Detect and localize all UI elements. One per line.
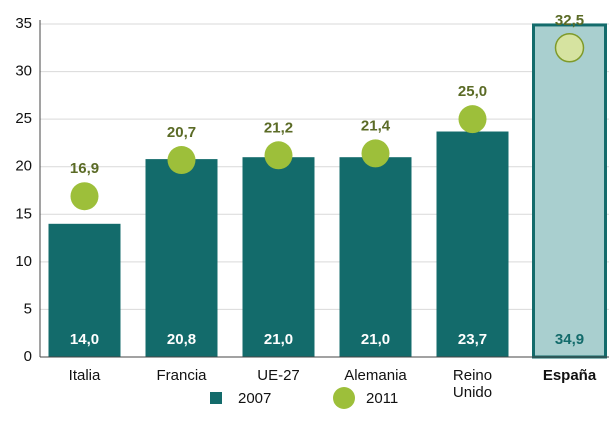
marker xyxy=(361,139,390,168)
marker-value-label: 20,7 xyxy=(167,124,196,141)
x-tick-label: Italia xyxy=(69,367,101,384)
marker xyxy=(264,141,293,170)
bar xyxy=(436,131,509,357)
y-tick-label: 0 xyxy=(24,348,32,365)
bar xyxy=(339,157,412,357)
marker-value-label: 21,4 xyxy=(361,117,391,134)
x-tick-label: Alemania xyxy=(344,367,407,384)
y-tick-label: 5 xyxy=(24,300,32,317)
bar-value-label: 23,7 xyxy=(458,331,487,348)
marker xyxy=(70,182,99,211)
bar-value-label: 21,0 xyxy=(361,331,390,348)
x-tick-label: Francia xyxy=(156,367,207,384)
marker xyxy=(167,146,196,175)
bar-value-label: 14,0 xyxy=(70,331,99,348)
y-tick-label: 30 xyxy=(15,63,32,80)
marker xyxy=(458,105,487,134)
bar-value-label: 20,8 xyxy=(167,331,196,348)
bar-value-label: 34,9 xyxy=(555,331,584,348)
x-tick-label: Reino Unido xyxy=(453,367,492,401)
bar-value-label: 21,0 xyxy=(264,331,293,348)
bar xyxy=(145,159,218,357)
legend-marker xyxy=(210,392,222,404)
marker-value-label: 21,2 xyxy=(264,119,293,136)
legend-label: 2011 xyxy=(366,390,398,407)
marker-value-label: 16,9 xyxy=(70,160,99,177)
marker xyxy=(554,33,585,63)
y-tick-label: 15 xyxy=(15,205,32,222)
marker-value-label: 32,5 xyxy=(555,12,584,29)
y-tick-label: 25 xyxy=(15,110,32,127)
x-tick-label: España xyxy=(543,367,597,384)
legend-label: 2007 xyxy=(238,390,271,407)
bar xyxy=(532,23,607,359)
legend-marker xyxy=(333,387,355,409)
y-tick-label: 20 xyxy=(15,158,32,175)
bar xyxy=(242,157,315,357)
marker-value-label: 25,0 xyxy=(458,83,487,100)
y-tick-label: 35 xyxy=(15,15,32,32)
bar xyxy=(48,223,121,357)
x-tick-label: UE-27 xyxy=(257,367,300,384)
y-tick-label: 10 xyxy=(15,253,32,270)
